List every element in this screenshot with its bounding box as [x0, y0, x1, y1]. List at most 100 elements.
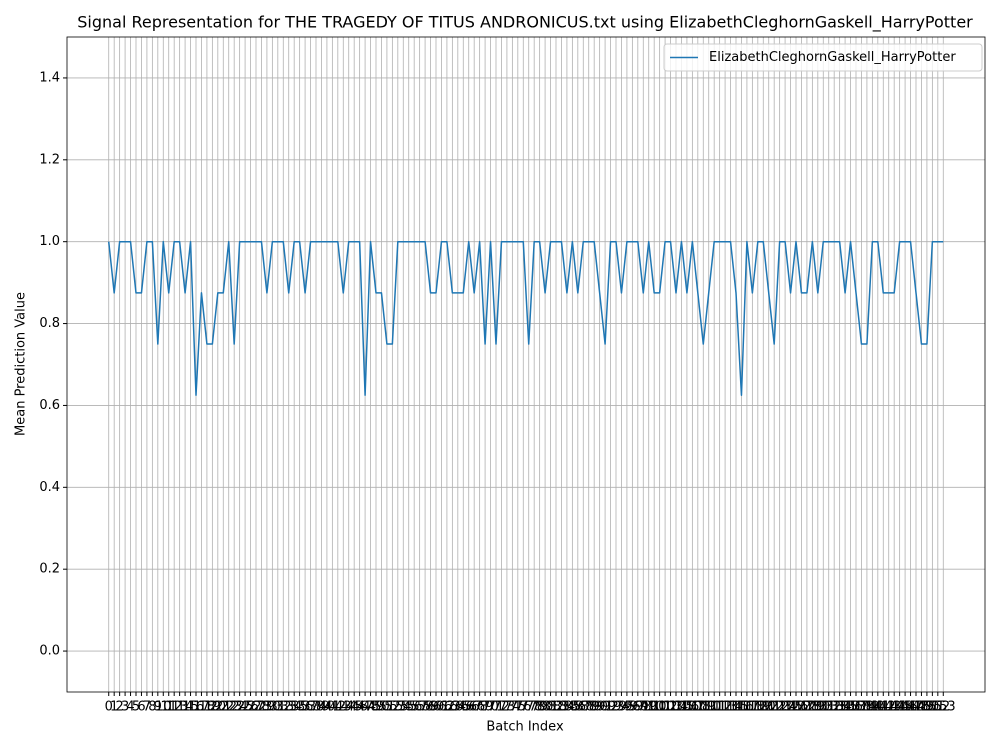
y-axis-label: Mean Prediction Value: [14, 292, 29, 436]
x-tick-label: 152: [925, 700, 950, 715]
x-tick-label: 40: [319, 700, 336, 715]
x-tick-label: 151: [920, 700, 945, 715]
x-tick-label: 90: [591, 700, 608, 715]
x-tick-label: 109: [691, 700, 716, 715]
x-tick-label: 114: [718, 700, 743, 715]
x-tick-label: 105: [669, 700, 694, 715]
x-tick-label: 127: [789, 700, 814, 715]
y-tick-label: 0.4: [39, 480, 60, 495]
x-tick-label: 64: [450, 700, 467, 715]
x-tick-label: 111: [702, 700, 727, 715]
x-tick-label: 88: [580, 700, 597, 715]
x-tick-label: 68: [471, 700, 488, 715]
x-tick-label: 110: [696, 700, 721, 715]
x-tick-label: 118: [740, 700, 765, 715]
x-tick-label: 98: [635, 700, 652, 715]
x-tick-label: 66: [460, 700, 477, 715]
x-tick-label: 117: [734, 700, 759, 715]
x-tick-label: 26: [242, 700, 259, 715]
x-tick-label: 103: [658, 700, 683, 715]
x-tick-label: 4: [126, 700, 134, 715]
x-tick-label: 44: [340, 700, 357, 715]
x-tick-label: 28: [253, 700, 270, 715]
x-tick-label: 121: [756, 700, 781, 715]
x-tick-label: 116: [729, 700, 754, 715]
y-tick-label: 1.0: [39, 234, 60, 249]
x-tick-label: 93: [608, 700, 625, 715]
x-tick-label: 39: [313, 700, 330, 715]
x-tick-label: 36: [297, 700, 314, 715]
x-tick-label: 61: [433, 700, 450, 715]
x-tick-label: 136: [838, 700, 863, 715]
x-tick-label: 144: [882, 700, 907, 715]
x-tick-label: 34: [286, 700, 303, 715]
x-tick-label: 54: [395, 700, 412, 715]
x-tick-label: 12: [166, 700, 183, 715]
x-tick-label: 31: [270, 700, 287, 715]
x-tick-label: 2: [115, 700, 123, 715]
legend-label: ElizabethCleghornGaskell_HarryPotter: [709, 50, 956, 65]
x-tick-label: 102: [653, 700, 678, 715]
x-tick-label: 21: [215, 700, 232, 715]
x-tick-label: 99: [640, 700, 657, 715]
x-tick-label: 132: [816, 700, 841, 715]
x-tick-label: 48: [362, 700, 379, 715]
x-tick-label: 107: [680, 700, 705, 715]
x-tick-label: 55: [400, 700, 417, 715]
x-tick-label: 83: [553, 700, 570, 715]
x-tick-label: 9: [154, 700, 162, 715]
x-tick-label: 14: [177, 700, 194, 715]
x-tick-label: 101: [647, 700, 672, 715]
x-tick-label: 89: [586, 700, 603, 715]
line-series: [107, 240, 944, 396]
x-tick-label: 69: [477, 700, 494, 715]
x-tick-label: 65: [455, 700, 472, 715]
x-tick-label: 76: [515, 700, 532, 715]
x-tick-label: 87: [575, 700, 592, 715]
x-tick-label: 128: [794, 700, 819, 715]
plot-frame: [66, 36, 986, 693]
y-tick-label: 1.2: [39, 152, 60, 167]
x-tick-label: 46: [351, 700, 368, 715]
x-tick-label: 113: [713, 700, 738, 715]
x-tick-label: 45: [346, 700, 363, 715]
x-tick-label: 77: [520, 700, 537, 715]
x-tick-label: 122: [762, 700, 787, 715]
x-tick-label: 72: [493, 700, 510, 715]
x-tick-label: 27: [248, 700, 265, 715]
x-tick-label: 95: [619, 700, 636, 715]
x-tick-label: 81: [542, 700, 559, 715]
x-tick-label: 82: [548, 700, 565, 715]
x-tick-label: 150: [914, 700, 939, 715]
x-tick-label: 62: [439, 700, 456, 715]
x-tick-label: 134: [827, 700, 852, 715]
x-tick-label: 57: [411, 700, 428, 715]
x-tick-label: 3: [121, 700, 129, 715]
y-tick-label: 0.6: [39, 398, 60, 413]
x-tick-label: 149: [909, 700, 934, 715]
x-tick-label: 13: [171, 700, 188, 715]
x-tick-label: 84: [559, 700, 576, 715]
x-tick-label: 119: [745, 700, 770, 715]
x-tick-label: 120: [751, 700, 776, 715]
x-tick-label: 35: [291, 700, 308, 715]
x-tick-label: 70: [482, 700, 499, 715]
x-tick-label: 141: [865, 700, 890, 715]
x-tick-label: 53: [390, 700, 407, 715]
x-tick-label: 43: [335, 700, 352, 715]
x-tick-label: 6: [137, 700, 145, 715]
x-tick-label: 63: [444, 700, 461, 715]
x-tick-label: 50: [373, 700, 390, 715]
x-tick-label: 138: [849, 700, 874, 715]
x-tick-label: 23: [226, 700, 243, 715]
x-tick-label: 56: [406, 700, 423, 715]
x-tick-label: 153: [931, 700, 956, 715]
x-tick-label: 91: [597, 700, 614, 715]
x-tick-label: 124: [773, 700, 798, 715]
x-tick-label: 32: [275, 700, 292, 715]
y-tick-label: 1.4: [39, 70, 60, 85]
x-tick-label: 20: [210, 700, 227, 715]
x-tick-label: 71: [488, 700, 505, 715]
x-tick-label: 80: [537, 700, 554, 715]
legend-box: [663, 43, 983, 72]
